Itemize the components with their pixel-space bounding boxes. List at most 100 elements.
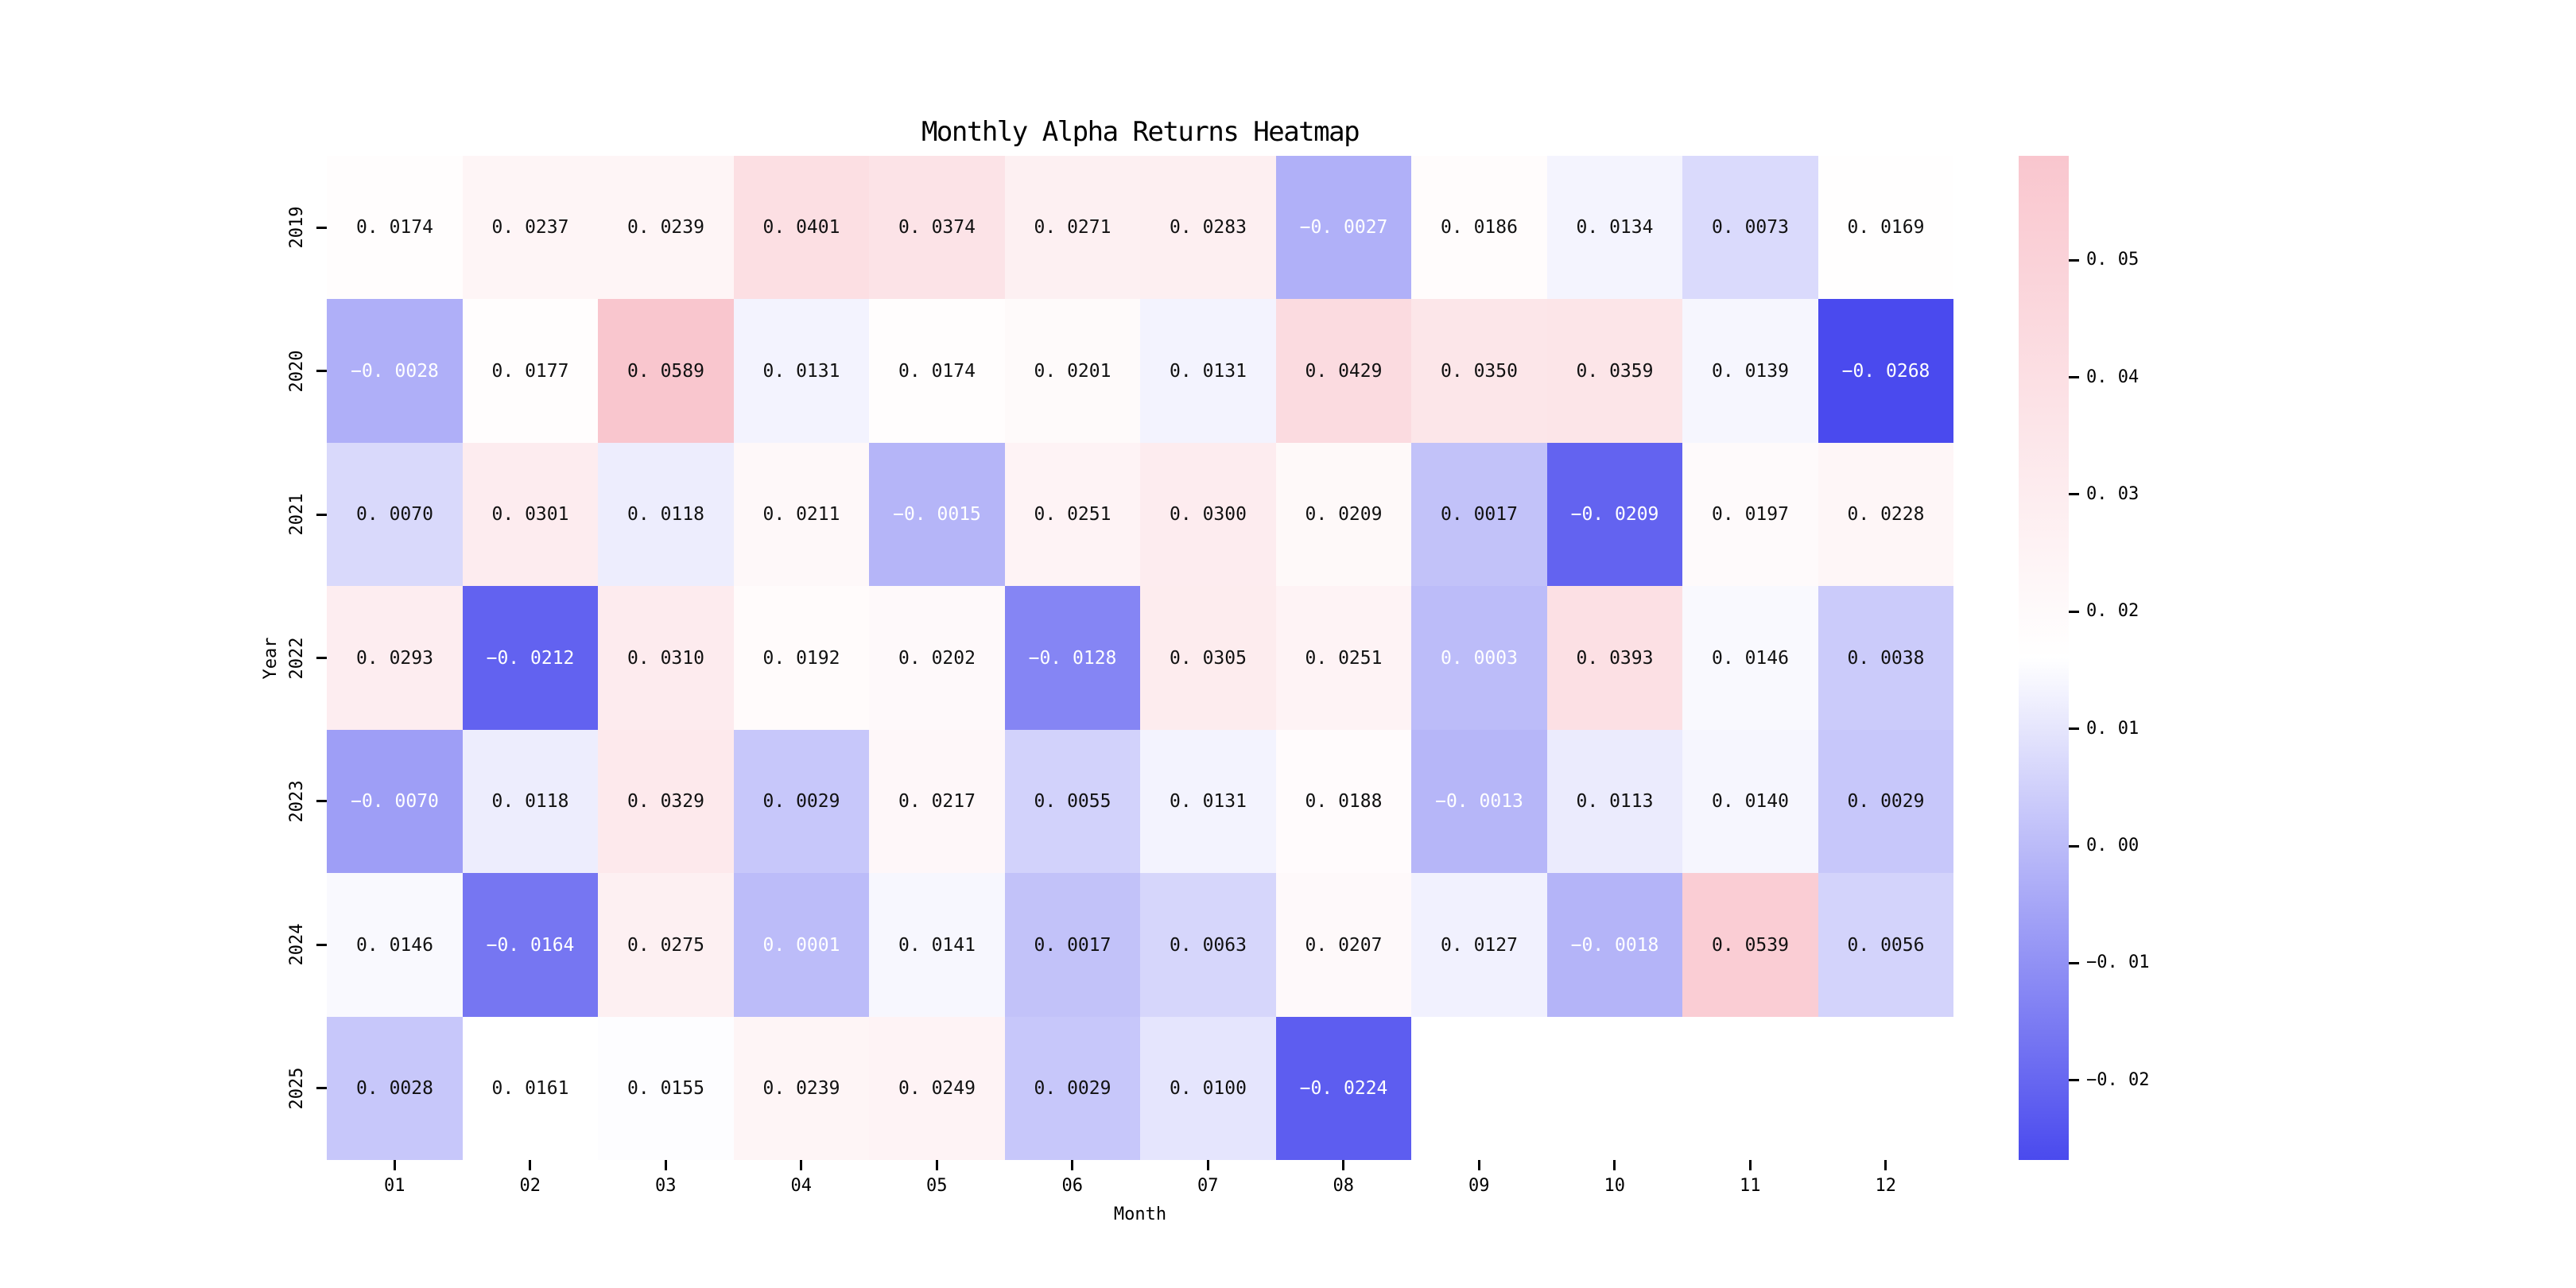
y-tick-label: 2024: [287, 923, 307, 966]
heatmap-cell: 0. 0029: [1818, 730, 1953, 873]
heatmap-cell: 0. 0073: [1682, 156, 1818, 299]
x-tick-label: 11: [1740, 1176, 1761, 1196]
y-tick-mark: [316, 943, 327, 946]
x-tick-mark: [1884, 1160, 1887, 1170]
heatmap-cell: −0. 0027: [1276, 156, 1411, 299]
colorbar-tick-mark: [2069, 376, 2079, 379]
heatmap-cell: 0. 0177: [463, 299, 598, 443]
heatmap-cell: −0. 0164: [463, 873, 598, 1017]
heatmap-cell: 0. 0127: [1411, 873, 1547, 1017]
x-tick-mark: [529, 1160, 532, 1170]
heatmap-cell: 0. 0374: [869, 156, 1005, 299]
heatmap-cell: 0. 0001: [734, 873, 869, 1017]
heatmap-cell: 0. 0118: [598, 443, 734, 586]
y-tick-mark: [316, 800, 327, 803]
heatmap-cell: 0. 0539: [1682, 873, 1818, 1017]
chart-title: Monthly Alpha Returns Heatmap: [921, 116, 1360, 148]
heatmap-cell: 0. 0293: [327, 586, 463, 730]
x-axis-label: Month: [1113, 1205, 1167, 1224]
heatmap-cell: 0. 0251: [1005, 443, 1140, 586]
heatmap-cell: 0. 0017: [1005, 873, 1140, 1017]
heatmap-cell: 0. 0131: [1140, 299, 1276, 443]
colorbar-tick-mark: [2069, 1079, 2079, 1082]
x-tick-label: 10: [1604, 1176, 1626, 1196]
heatmap-cell: 0. 0029: [734, 730, 869, 873]
y-tick-mark: [316, 226, 327, 229]
heatmap-cell: 0. 0310: [598, 586, 734, 730]
y-tick-mark: [316, 513, 327, 516]
heatmap-cell: −0. 0268: [1818, 299, 1953, 443]
heatmap-cell: 0. 0329: [598, 730, 734, 873]
y-tick-label: 2021: [287, 493, 307, 536]
x-tick-label: 05: [926, 1176, 948, 1196]
colorbar-tick-mark: [2069, 727, 2079, 731]
heatmap-grid: 0. 0174 0. 0237 0. 0239 0. 0401 0. 0374 0. 02…: [327, 156, 1953, 1160]
heatmap-cell: 0. 0237: [463, 156, 598, 299]
colorbar-tick-mark: [2069, 844, 2079, 848]
heatmap-cell: 0. 0055: [1005, 730, 1140, 873]
colorbar: [2019, 156, 2069, 1160]
heatmap-cell: 0. 0209: [1276, 443, 1411, 586]
colorbar-tick-label: 0. 05: [2086, 250, 2140, 270]
heatmap-cell: 0. 0271: [1005, 156, 1140, 299]
heatmap-cell: 0. 0038: [1818, 586, 1953, 730]
y-tick-label: 2022: [287, 637, 307, 679]
heatmap-cell: 0. 0056: [1818, 873, 1953, 1017]
heatmap-cell: 0. 0028: [327, 1017, 463, 1160]
colorbar-tick-label: −0. 01: [2086, 952, 2150, 973]
heatmap-cell: 0. 0197: [1682, 443, 1818, 586]
heatmap-cell: 0. 0131: [734, 299, 869, 443]
heatmap-cell: 0. 0192: [734, 586, 869, 730]
heatmap-cell: 0. 0003: [1411, 586, 1547, 730]
heatmap-cell: 0. 0275: [598, 873, 734, 1017]
y-tick-mark: [316, 370, 327, 373]
heatmap-cell: 0. 0305: [1140, 586, 1276, 730]
y-tick-label: 2020: [287, 350, 307, 393]
colorbar-tick-label: 0. 02: [2086, 601, 2140, 622]
heatmap-cell: 0. 0134: [1547, 156, 1682, 299]
colorbar-tick-mark: [2069, 258, 2079, 262]
x-tick-label: 02: [519, 1176, 541, 1196]
y-tick-label: 2025: [287, 1067, 307, 1110]
heatmap-cell: −0. 0128: [1005, 586, 1140, 730]
heatmap-cell: 0. 0211: [734, 443, 869, 586]
heatmap-cell: 0. 0202: [869, 586, 1005, 730]
heatmap-cell: −0. 0224: [1276, 1017, 1411, 1160]
heatmap-cell: −0. 0028: [327, 299, 463, 443]
heatmap-cell: [1411, 1017, 1547, 1160]
y-tick-label: 2023: [287, 780, 307, 823]
heatmap-cell: 0. 0029: [1005, 1017, 1140, 1160]
x-tick-mark: [935, 1160, 938, 1170]
x-tick-mark: [1342, 1160, 1345, 1170]
heatmap-cell: 0. 0174: [327, 156, 463, 299]
heatmap-cell: −0. 0209: [1547, 443, 1682, 586]
x-tick-mark: [393, 1160, 396, 1170]
heatmap-cell: 0. 0063: [1140, 873, 1276, 1017]
x-tick-label: 04: [790, 1176, 813, 1196]
heatmap-cell: 0. 0401: [734, 156, 869, 299]
colorbar-tick-label: −0. 02: [2086, 1069, 2150, 1090]
x-tick-mark: [1206, 1160, 1209, 1170]
heatmap-cell: 0. 0188: [1276, 730, 1411, 873]
y-tick-label: 2019: [287, 206, 307, 249]
heatmap-cell: 0. 0201: [1005, 299, 1140, 443]
heatmap-cell: 0. 0217: [869, 730, 1005, 873]
heatmap-cell: 0. 0113: [1547, 730, 1682, 873]
colorbar-tick-label: 0. 04: [2086, 367, 2140, 387]
colorbar-tick-label: 0. 00: [2086, 836, 2140, 856]
heatmap-cell: 0. 0139: [1682, 299, 1818, 443]
heatmap-cell: 0. 0118: [463, 730, 598, 873]
heatmap-cell: −0. 0070: [327, 730, 463, 873]
colorbar-tick-mark: [2069, 493, 2079, 496]
x-tick-label: 03: [655, 1176, 677, 1196]
heatmap-cell: 0. 0283: [1140, 156, 1276, 299]
heatmap-cell: 0. 0140: [1682, 730, 1818, 873]
x-tick-label: 09: [1468, 1176, 1490, 1196]
heatmap-cell: 0. 0350: [1411, 299, 1547, 443]
heatmap-cell: [1547, 1017, 1682, 1160]
heatmap-cell: −0. 0018: [1547, 873, 1682, 1017]
x-tick-mark: [664, 1160, 667, 1170]
heatmap-cell: 0. 0393: [1547, 586, 1682, 730]
heatmap-cell: 0. 0146: [327, 873, 463, 1017]
heatmap-cell: 0. 0100: [1140, 1017, 1276, 1160]
